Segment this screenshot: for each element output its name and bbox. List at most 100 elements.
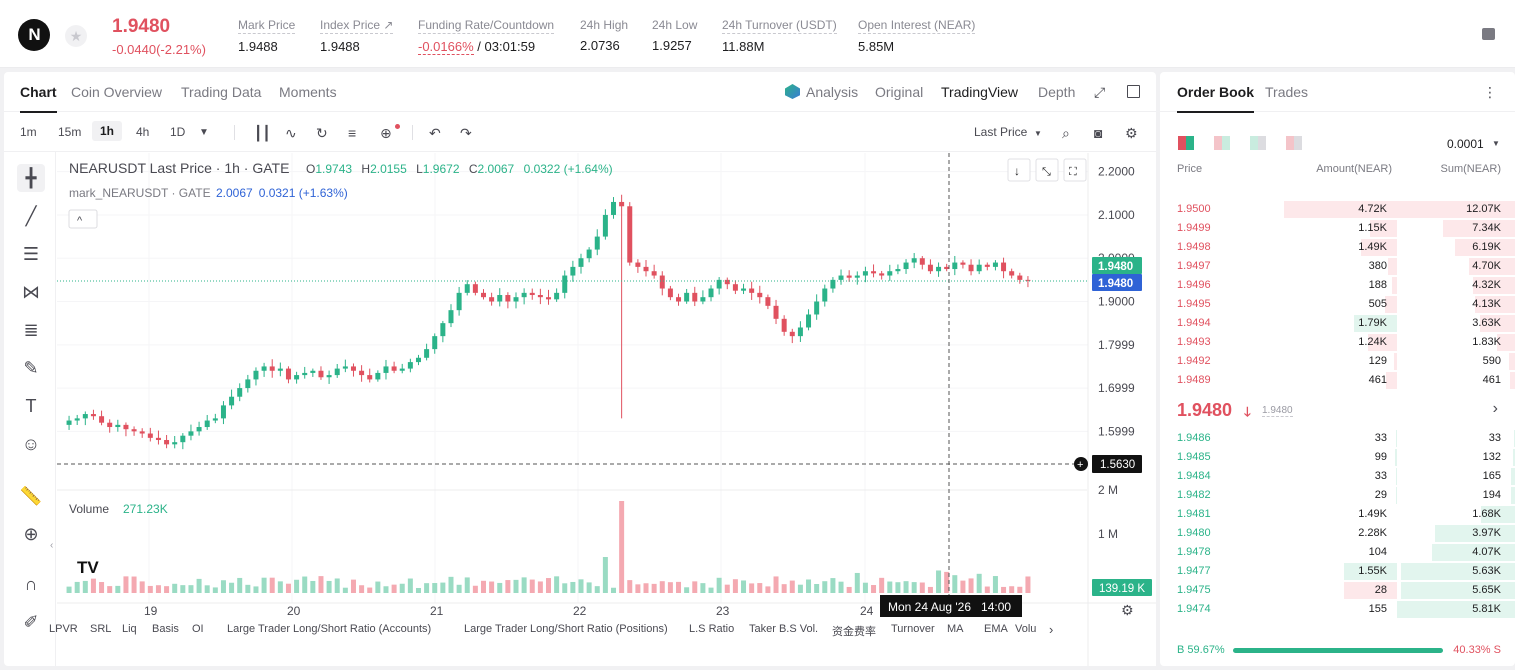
timeframe-1d[interactable]: 1D [170,125,186,139]
ask-row[interactable]: 1.9489 461 461 [1160,371,1515,390]
book-icon[interactable] [1482,28,1495,40]
price-chart[interactable]: 2.20002.10002.00001.90001.79991.69991.59… [57,153,1156,666]
bid-row[interactable]: 1.9484 33 165 [1160,467,1515,486]
volume-bar [741,580,747,593]
ask-row[interactable]: 1.9493 1.24K 1.83K [1160,333,1515,352]
window-icon[interactable] [1127,85,1140,98]
tab-chart[interactable]: Chart [20,84,57,113]
ask-row[interactable]: 1.9498 1.49K 6.19K [1160,238,1515,257]
indicator-item[interactable]: SRL [90,623,112,635]
redo-icon[interactable]: ↷ [460,125,472,141]
indicator-item[interactable]: Large Trader Long/Short Ratio (Accounts) [227,623,432,635]
indicator-item[interactable]: 资金费率 [832,626,876,638]
indicator-item[interactable]: Volu [1015,623,1037,635]
view-bids-icon[interactable] [1250,136,1266,150]
tab-moments[interactable]: Moments [279,84,337,100]
ask-row[interactable]: 1.9494 1.79K 3.63K [1160,314,1515,333]
price-type-select[interactable]: Last Price [974,125,1028,139]
bid-row[interactable]: 1.9475 28 5.65K [1160,581,1515,600]
indicator-item[interactable]: LPVR [49,623,78,635]
more-icon[interactable]: ⋮ [1483,84,1497,100]
zoom-in-icon[interactable]: ⊕ [23,523,39,544]
volume-bar [212,587,218,593]
indicator-item[interactable]: Large Trader Long/Short Ratio (Positions… [464,623,668,635]
ask-row[interactable]: 1.9492 129 590 [1160,352,1515,371]
ruler-icon[interactable]: 📏 [19,485,43,506]
bid-row[interactable]: 1.9478 104 4.07K [1160,543,1515,562]
tab-coin-overview[interactable]: Coin Overview [71,84,163,100]
crosshair-icon[interactable]: ╋ [17,164,45,192]
bid-row[interactable]: 1.9486 33 33 [1160,429,1515,448]
tab-trading-data[interactable]: Trading Data [181,84,262,100]
fib-icon[interactable]: ≣ [23,319,39,340]
text-icon[interactable]: T [25,395,37,416]
ask-row[interactable]: 1.9497 380 4.70K [1160,257,1515,276]
bid-row[interactable]: 1.9482 29 194 [1160,486,1515,505]
tab-trades[interactable]: Trades [1265,84,1309,100]
indicator-item[interactable]: Liq [122,623,137,635]
indicator-item[interactable]: Turnover [891,623,935,635]
timeframe-4h[interactable]: 4h [136,125,150,139]
stat-label[interactable]: 24h Turnover (USDT) [722,18,837,34]
view-asks-icon[interactable] [1286,136,1302,150]
gear-icon[interactable]: ⚙ [1125,125,1138,141]
stat-label[interactable]: Open Interest (NEAR) [858,18,976,34]
indicator-icon[interactable]: ∿ [285,125,297,141]
bid-row[interactable]: 1.9480 2.28K 3.97K [1160,524,1515,543]
emoji-icon[interactable]: ☺ [21,433,41,454]
horizontal-lines-icon[interactable]: ☰ [22,243,40,264]
chevron-right-icon[interactable]: › [1492,400,1498,417]
star-icon[interactable]: ★ [65,25,87,47]
camera-icon[interactable]: ◙ [1094,125,1103,141]
tab-tradingview[interactable]: TradingView [941,84,1019,100]
timeframe-1m[interactable]: 1m [20,125,37,139]
tab-analysis[interactable]: Analysis [806,84,859,100]
sidebar-collapse-icon[interactable]: ‹ [50,540,54,551]
add-indicator-icon[interactable]: ⊕ [380,125,392,141]
stat-label[interactable]: Index Price ↗ [320,18,394,34]
pattern-icon[interactable]: ⋈ [22,281,40,302]
chevron-down-icon[interactable]: ▼ [1492,139,1500,148]
bid-row[interactable]: 1.9477 1.55K 5.63K [1160,562,1515,581]
indicator-item[interactable]: MA [947,623,964,635]
add-order-icon [1074,457,1088,471]
indicator-item[interactable]: OI [192,623,204,635]
template-icon[interactable]: ≡ [348,125,357,141]
magnet-icon[interactable]: ∩ [24,573,38,594]
undo-icon[interactable]: ↶ [429,125,441,141]
timeframe-15m[interactable]: 15m [58,125,82,139]
candle-type-icon[interactable]: ┃┃ [254,125,271,141]
indicator-item[interactable]: Basis [152,623,179,635]
chevron-right-icon[interactable]: › [1049,622,1054,637]
bid-row[interactable]: 1.9481 1.49K 1.68K [1160,505,1515,524]
chevron-down-icon[interactable]: ▼ [1034,129,1042,138]
view-mixed-icon[interactable] [1214,136,1230,150]
eraser-icon[interactable]: ✐ [23,611,39,632]
indicator-item[interactable]: EMA [984,623,1008,635]
candle-body [399,368,405,371]
stat-label[interactable]: Funding Rate/Countdown [418,18,555,34]
search-icon[interactable]: ⌕ [1062,125,1070,141]
volume-bar [635,584,641,593]
bid-row[interactable]: 1.9485 99 132 [1160,448,1515,467]
expand-icon[interactable]: ⤢ [1094,84,1106,100]
ask-row[interactable]: 1.9500 4.72K 12.07K [1160,200,1515,219]
brush-icon[interactable]: ✎ [23,357,39,378]
volume-bar [334,578,340,593]
ask-row[interactable]: 1.9496 188 4.32K [1160,276,1515,295]
timeframe-1h[interactable]: 1h [92,121,123,141]
indicator-item[interactable]: L.S Ratio [689,623,735,635]
tab-depth[interactable]: Depth [1038,84,1076,100]
view-both-icon[interactable] [1178,136,1194,150]
tab-order-book[interactable]: Order Book [1177,84,1255,113]
replay-icon[interactable]: ↻ [316,125,328,141]
indicator-item[interactable]: Taker B.S Vol. [749,623,819,635]
ask-row[interactable]: 1.9495 505 4.13K [1160,295,1515,314]
bid-row[interactable]: 1.9474 155 5.81K [1160,600,1515,619]
stat-label[interactable]: Mark Price [238,18,296,34]
tab-original[interactable]: Original [875,84,924,100]
chevron-down-icon[interactable]: ▼ [199,127,209,138]
trendline-icon[interactable]: ╱ [25,205,37,226]
precision-select[interactable]: 0.0001 [1447,137,1484,151]
ask-row[interactable]: 1.9499 1.15K 7.34K [1160,219,1515,238]
